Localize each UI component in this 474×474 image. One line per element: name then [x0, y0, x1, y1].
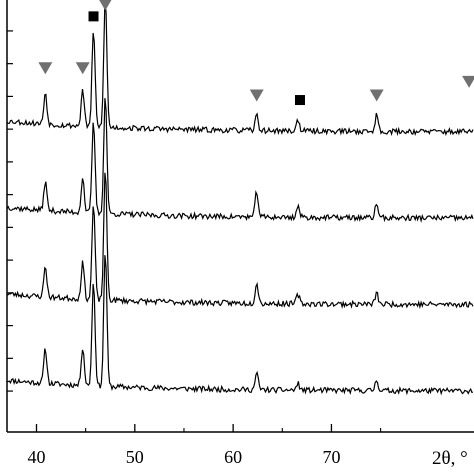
- phase-markers: [38, 0, 474, 106]
- triangle-marker: [462, 75, 474, 88]
- x-tick-labels: 40 50 60 70: [27, 447, 340, 467]
- plot-frame: [6, 0, 474, 433]
- x-tick-label: 60: [224, 447, 242, 467]
- x-tick-label: 40: [27, 447, 45, 467]
- x-axis-label: 2θ, °: [432, 448, 468, 469]
- series-layer: [6, 0, 474, 396]
- xrd-trace-4: [6, 0, 474, 137]
- triangle-marker: [38, 62, 53, 75]
- x-tick-label: 70: [322, 447, 340, 467]
- triangle-marker: [249, 89, 264, 102]
- square-marker: [88, 11, 99, 22]
- xrd-trace-2: [6, 172, 474, 310]
- x-tick-label: 50: [126, 447, 144, 467]
- xrd-trace-1: [6, 255, 474, 396]
- triangle-marker: [369, 89, 384, 102]
- triangle-marker: [99, 0, 112, 11]
- square-marker: [294, 95, 305, 106]
- axis-ticks: [7, 30, 382, 432]
- xrd-trace-3: [6, 98, 474, 223]
- triangle-marker: [75, 62, 90, 75]
